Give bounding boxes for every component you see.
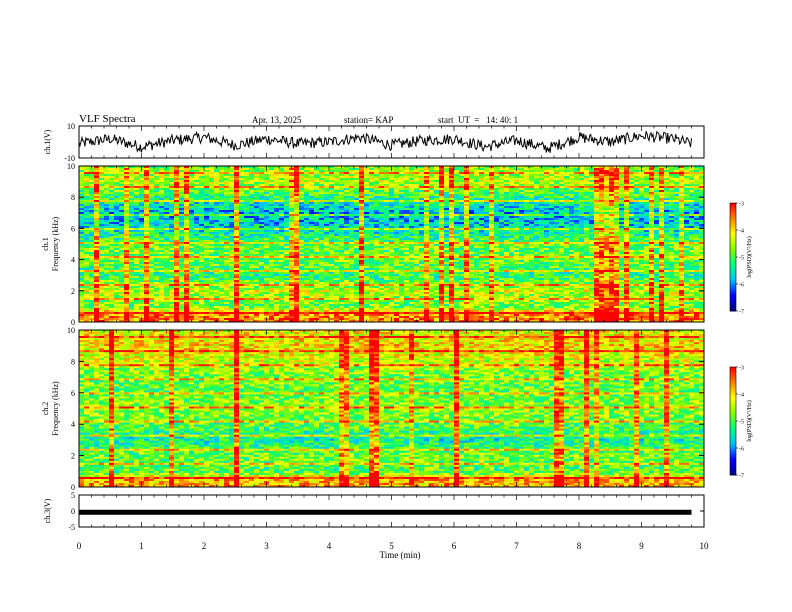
station-label: station= KAP (344, 115, 393, 125)
x-tick-label: 9 (639, 541, 644, 551)
ch2-spectrogram-ytick-label: 2 (71, 452, 75, 461)
ch1-waveform-ytick-label: -10 (64, 154, 75, 163)
x-tick-label: 5 (389, 541, 394, 551)
ch1-waveform-ylabel: ch.1(V) (43, 129, 52, 154)
ch2-spectrogram-colorbar (730, 367, 736, 476)
date-label: Apr. 13, 2025 (252, 115, 302, 125)
ch1-spectrogram-colorbar-tick-label: -5 (739, 256, 744, 262)
ch2-spectrogram-colorbar-tick-label: -3 (739, 366, 744, 372)
ch1-spectrogram-colorbar-label: log(PSD)(V²/Hz) (746, 236, 753, 277)
ch2-spectrogram-colorbar-label: log(PSD)(V²/Hz) (746, 400, 753, 441)
ch2-spectrogram-colorbar-tick-label: -4 (739, 393, 744, 399)
x-axis-label: Time (min) (380, 550, 421, 560)
x-tick-label: 10 (700, 541, 710, 551)
ch2-spectrogram-ytick-label: 10 (67, 326, 75, 335)
ch1-spectrogram-ytick-label: 4 (71, 256, 75, 265)
ch2-spectrogram-cells (79, 330, 705, 488)
ch1-spectrogram-colorbar-tick-label: -3 (739, 202, 744, 208)
ch1-spectrogram-colorbar (730, 203, 736, 312)
x-tick-label: 6 (452, 541, 457, 551)
ch1-spectrogram-ytick-label: 8 (71, 193, 75, 202)
ch3-waveform-ytick-label: 0 (71, 507, 75, 516)
ch3-waveform-ytick-label: -5 (68, 523, 75, 532)
ch1-spectrogram-cells (79, 166, 705, 323)
ch3-waveform-ytick-label: 5 (71, 491, 75, 500)
ch1-spectrogram-colorbar-tick-label: -7 (739, 310, 744, 316)
ch1-spectrogram-ylabel-channel: ch.1 (41, 237, 50, 251)
x-tick-label: 4 (327, 541, 332, 551)
ch1-waveform-ytick-label: 10 (67, 122, 75, 131)
ch2-spectrogram-ytick-label: 0 (71, 483, 75, 492)
ch1-spectrogram-colorbar-tick-label: -6 (739, 283, 744, 289)
ch2-spectrogram-ytick-label: 6 (71, 389, 75, 398)
x-tick-label: 8 (577, 541, 582, 551)
ch3-waveform-trace (79, 509, 692, 515)
ch1-spectrogram-ylabel-frequency: Frequency (kHz) (51, 216, 60, 271)
ch2-spectrogram-colorbar-tick-label: -6 (739, 447, 744, 453)
ch1-spectrogram-ytick-label: 0 (71, 318, 75, 327)
x-tick-label: 2 (202, 541, 207, 551)
ch1-spectrogram-ytick-label: 10 (67, 162, 75, 171)
x-tick-label: 7 (514, 541, 519, 551)
ch2-spectrogram-ytick-label: 8 (71, 357, 75, 366)
ch3-waveform-ylabel: ch.3(V) (43, 498, 52, 523)
x-tick-label: 0 (77, 541, 82, 551)
ch2-spectrogram-ylabel-frequency: Frequency (kHz) (51, 381, 60, 436)
ch1-spectrogram-ytick-label: 6 (71, 224, 75, 233)
ch2-spectrogram-ytick-label: 4 (71, 420, 75, 429)
figure-title: VLF Spectra (79, 113, 136, 125)
ch1-spectrogram-ytick-label: 2 (71, 287, 75, 296)
ch2-spectrogram-colorbar-tick-label: -7 (739, 474, 744, 480)
ch1-waveform-trace (78, 130, 692, 153)
x-tick-label: 1 (139, 541, 144, 551)
ch1-spectrogram-colorbar-tick-label: -4 (739, 229, 744, 235)
ch2-spectrogram-ylabel-channel: ch.2 (41, 402, 50, 416)
start-time-label: start UT = 14: 40: 1 (438, 115, 518, 125)
x-tick-label: 3 (264, 541, 269, 551)
ch2-spectrogram-colorbar-tick-label: -5 (739, 420, 744, 426)
